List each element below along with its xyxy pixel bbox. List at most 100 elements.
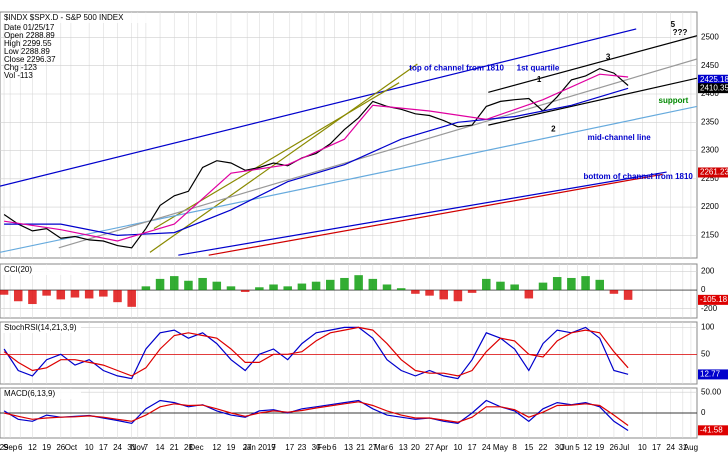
x-tick-label: Apr [435, 443, 448, 452]
bar [524, 290, 534, 299]
bar [0, 290, 9, 295]
annotation: 2 [551, 125, 556, 134]
x-tick-label: Nov [131, 443, 145, 452]
x-tick-label: 30 [555, 443, 564, 452]
panel-title: $INDX $SPX.D - S&P 500 INDEX [4, 13, 124, 22]
annotation: 3 [606, 52, 611, 61]
bar [269, 284, 278, 291]
y-tick-label: 0 [701, 285, 706, 294]
trendline [149, 63, 418, 253]
x-tick-label: Jun [561, 443, 574, 452]
bar [155, 278, 165, 291]
x-tick-label: 31 [127, 443, 136, 452]
panel-title: MACD(6,13,9) [4, 389, 55, 398]
x-tick-label: 21 [356, 443, 365, 452]
y-tick-label: 100 [701, 323, 715, 332]
bar [510, 284, 519, 291]
series-line [3, 401, 629, 426]
bar [581, 276, 590, 291]
bar [382, 284, 392, 291]
value-box [698, 83, 728, 94]
bar [226, 286, 236, 291]
x-tick-label: 14 [156, 443, 165, 452]
trendline [0, 28, 637, 187]
plot-area [0, 388, 697, 438]
bar [538, 282, 548, 291]
info-line: Close 2296.37 [4, 55, 56, 64]
x-tick-label: 12 [212, 443, 221, 452]
bar [482, 278, 491, 291]
bar [56, 290, 66, 300]
x-tick-label: 28 [184, 443, 193, 452]
x-tick-label: 6 [332, 443, 337, 452]
series-line [4, 73, 629, 242]
y-tick-label: 2350 [701, 117, 719, 126]
info-line: High 2299.55 [4, 39, 52, 48]
x-tick-label: 13 [344, 443, 353, 452]
x-tick-label: Jan 2017 [243, 443, 276, 452]
value-box-label: -41.58 [700, 425, 723, 434]
x-tick-label: 17 [285, 443, 294, 452]
y-tick-label: 2450 [701, 61, 719, 70]
trendline [208, 173, 663, 256]
trendline [488, 77, 697, 126]
value-box-label: 2261.23 [700, 168, 728, 177]
bar [169, 276, 179, 291]
x-tick-label: Dec [189, 443, 203, 452]
value-box [698, 294, 728, 305]
bar [396, 288, 406, 291]
bar [467, 290, 477, 293]
x-tick-label: 24 [666, 443, 675, 452]
value-box-label: 2410.35 [700, 83, 728, 92]
panel-title-bg [1, 13, 151, 23]
panel-title-bg [1, 265, 81, 275]
bar [297, 283, 307, 291]
x-tick-label: 12 [28, 443, 37, 452]
x-tick-label: Sep [3, 443, 18, 452]
info-line: Low 2288.89 [4, 47, 50, 56]
annotation: 1st quartile [517, 64, 560, 73]
trendline [178, 171, 667, 256]
value-box-label: -105.18 [700, 295, 728, 304]
x-tick-label: 9 [271, 443, 276, 452]
y-tick-label: 50 [701, 349, 710, 358]
x-tick-label: 19 [42, 443, 51, 452]
bar [453, 290, 463, 302]
x-tick-label: Aug [684, 443, 698, 452]
bar [552, 277, 562, 291]
annotation: bottom of channel from 1810 [584, 172, 694, 181]
x-tick-label: 23 [297, 443, 306, 452]
bar [340, 277, 349, 291]
x-tick-label: 7 [144, 443, 149, 452]
info-line: Chg -123 [4, 63, 37, 72]
x-tick-label: 15 [524, 443, 533, 452]
bar [42, 290, 51, 296]
bar [212, 281, 222, 291]
bar [609, 290, 619, 294]
x-tick-label: 27 [425, 443, 434, 452]
x-tick-label: 26 [609, 443, 618, 452]
bar [141, 286, 151, 291]
x-tick-label: 29 [0, 443, 9, 452]
x-tick-label: 13 [399, 443, 408, 452]
bar [113, 290, 122, 303]
x-tick-label: 24 [482, 443, 491, 452]
x-tick-label: 8 [512, 443, 517, 452]
bar [255, 287, 264, 291]
info-line: Open 2288.89 [4, 31, 55, 40]
annotation: 1 [537, 75, 542, 84]
series-line [3, 67, 629, 249]
info-line: Vol -113 [4, 71, 33, 80]
y-tick-label: 2500 [701, 33, 719, 42]
bar [411, 290, 420, 294]
y-tick-label: 200 [701, 267, 715, 276]
y-tick-label: 2400 [701, 89, 719, 98]
panel-title-bg [1, 323, 81, 333]
x-tick-label: Feb [317, 443, 331, 452]
annotation: 5 [671, 20, 676, 29]
y-tick-label: 2300 [701, 146, 719, 155]
bar [567, 277, 576, 291]
y-tick-label: 2150 [701, 230, 719, 239]
series-line [3, 326, 629, 377]
